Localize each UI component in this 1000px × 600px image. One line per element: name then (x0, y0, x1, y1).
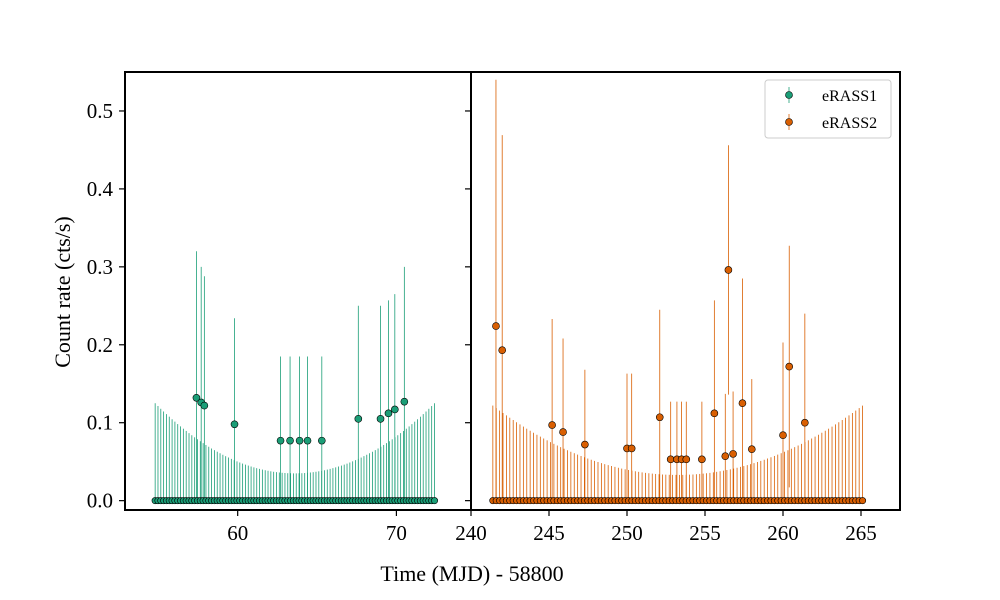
data-point (492, 322, 500, 330)
data-point (276, 436, 285, 445)
y-tick-label: 0.5 (87, 99, 113, 123)
data-point (627, 444, 636, 453)
data-point (295, 436, 304, 445)
data-point (498, 346, 507, 355)
panel-erass1: 60 70 0.0 0.1 0.2 0.3 0.4 0.5 (87, 71, 472, 545)
x-tick-label: 70 (386, 521, 407, 545)
y-tick-label: 0.4 (87, 177, 114, 201)
x-axis-label: Time (MJD) - 58800 (380, 561, 563, 586)
data-point (738, 399, 747, 408)
axes-frame-erass2 (470, 71, 901, 511)
x-tick-label: 240 (455, 521, 487, 545)
data-point (200, 401, 209, 410)
data-point (724, 266, 733, 274)
data-point (721, 452, 730, 461)
panel-erass2: 240 245 250 255 260 265 (455, 71, 901, 545)
legend-marker-erass1 (785, 91, 793, 99)
points-erass1 (151, 393, 438, 505)
data-point (318, 436, 326, 445)
legend-entry-erass1: eRASS1 (785, 87, 877, 105)
x-tick-label: 260 (767, 521, 799, 545)
data-point (430, 497, 438, 505)
data-point (548, 421, 556, 429)
axes-frame-erass1 (124, 71, 472, 511)
x-tick-label: 265 (845, 521, 877, 545)
data-point (747, 445, 756, 454)
x-tick-label: 245 (533, 521, 565, 545)
data-point (391, 405, 399, 414)
x-tick-label: 250 (611, 521, 643, 545)
data-point (785, 362, 794, 371)
x-ticks-erass2: 240 245 250 255 260 265 (455, 510, 877, 545)
errorbars-erass2 (492, 79, 863, 501)
y-axis-label: Count rate (cts/s) (50, 216, 75, 368)
data-point (581, 440, 589, 449)
legend-entry-erass2: eRASS2 (785, 114, 877, 132)
data-point (710, 409, 719, 418)
data-point (682, 455, 691, 464)
data-point (698, 455, 706, 464)
legend-frame (764, 79, 892, 139)
data-point (192, 393, 201, 402)
data-point (400, 397, 409, 406)
x-tick-label: 255 (689, 521, 721, 545)
data-point (303, 436, 312, 445)
y-ticks-erass1: 0.0 0.1 0.2 0.3 0.4 0.5 (87, 99, 125, 513)
legend: eRASS1 eRASS2 (764, 79, 892, 139)
y-tick-label: 0.3 (87, 255, 113, 279)
y-tick-label: 0.1 (87, 411, 113, 435)
data-point (286, 436, 294, 445)
data-point (779, 431, 787, 439)
legend-label-erass1: eRASS1 (822, 88, 877, 105)
data-point (729, 450, 737, 458)
data-point (384, 409, 393, 418)
y-tick-label: 0.0 (87, 489, 113, 513)
y-tick-label: 0.2 (87, 333, 113, 357)
points-erass2 (489, 266, 867, 505)
legend-label-erass2: eRASS2 (822, 115, 877, 132)
data-point (859, 497, 867, 505)
x-ticks-erass1: 60 70 (227, 510, 407, 545)
data-point (655, 413, 664, 422)
data-point (230, 420, 239, 429)
data-point (354, 415, 363, 423)
x-tick-label: 60 (227, 521, 248, 545)
data-point (559, 428, 567, 436)
data-point (376, 415, 385, 423)
errorbars-erass1 (154, 251, 435, 501)
data-point (801, 418, 809, 427)
y-ticks-erass2 (465, 110, 471, 502)
legend-marker-erass2 (785, 118, 793, 126)
